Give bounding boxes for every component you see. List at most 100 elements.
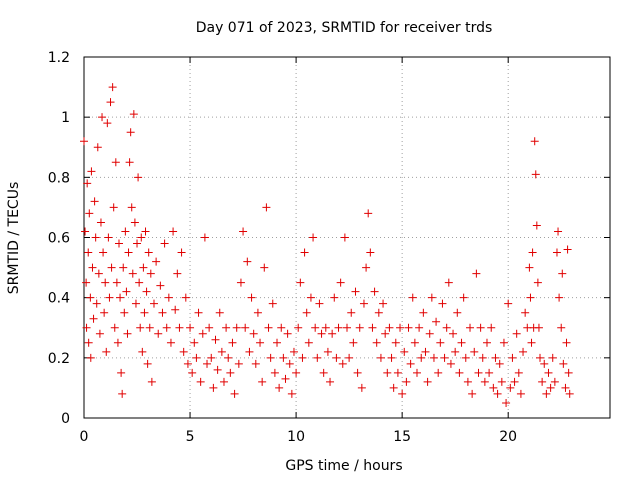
data-point [421,347,430,356]
data-point [81,227,90,236]
data-point [145,323,154,332]
data-point [98,113,107,122]
data-point [88,263,97,272]
data-point [131,299,140,308]
data-point [226,368,235,377]
data-point [80,137,88,146]
data-point [121,227,130,236]
data-point [368,323,377,332]
points-layer [80,83,574,407]
data-point [355,323,364,332]
data-point [504,299,513,308]
data-point [136,323,145,332]
data-point [111,158,120,167]
data-point [198,329,207,338]
data-point [345,353,354,362]
data-point [124,248,133,257]
data-point [389,383,398,392]
data-point [84,338,93,347]
data-point [137,233,146,242]
data-point [190,338,199,347]
data-point [530,137,539,146]
data-point [251,359,260,368]
data-point [186,323,195,332]
data-point [379,299,388,308]
data-point [294,323,303,332]
data-point [482,338,491,347]
data-point [387,353,396,362]
data-point [283,329,292,338]
data-point [164,293,173,302]
y-tick-label: 0.6 [48,231,70,247]
data-point [258,377,267,386]
data-point [275,383,284,392]
data-point [313,353,322,362]
data-point [493,389,502,398]
data-point [141,227,150,236]
data-point [330,293,339,302]
data-point [440,353,449,362]
data-point [457,338,466,347]
data-point [296,278,305,287]
data-point [113,338,122,347]
x-tick-label: 5 [186,429,195,445]
data-point [154,329,163,338]
x-tick-label: 20 [499,429,517,445]
data-point [143,359,152,368]
data-point [116,293,125,302]
data-point [544,368,553,377]
data-point [396,323,405,332]
data-point [557,323,566,332]
data-point [83,179,92,188]
data-point [200,233,209,242]
data-point [236,278,245,287]
data-point [285,359,294,368]
data-point [359,299,368,308]
data-point [417,353,426,362]
y-tick-label: 0.4 [48,291,70,307]
data-point [512,329,521,338]
data-point [224,353,233,362]
data-point [144,248,153,257]
data-point [559,359,568,368]
data-point [531,170,540,179]
data-point [552,248,561,257]
data-point [385,323,394,332]
data-point [87,167,96,176]
data-point [423,377,432,386]
data-point [508,353,517,362]
data-point [256,338,265,347]
data-point [166,338,175,347]
data-point [266,353,275,362]
data-point [125,158,134,167]
data-point [232,323,241,332]
data-point [349,338,358,347]
data-point [406,359,415,368]
data-point [370,287,379,296]
data-point [175,323,184,332]
data-point [351,287,360,296]
data-point [561,383,570,392]
tick-layer: 0 0.2 0.4 0.6 0.8 1 1.2 0 5 10 15 20 [48,50,610,445]
data-point [129,110,138,119]
data-point [453,308,462,317]
data-point [243,257,252,266]
data-point [92,299,101,308]
data-point [90,197,99,206]
data-point [461,353,470,362]
data-point [110,323,119,332]
data-point [219,377,228,386]
data-point [99,248,108,257]
data-point [480,377,489,386]
y-tick-label: 0.2 [48,351,70,367]
data-point [304,338,313,347]
data-point [489,383,498,392]
data-point [506,383,515,392]
data-point [158,308,167,317]
data-point [516,389,525,398]
data-point [306,293,315,302]
data-point [564,368,573,377]
data-point [127,203,136,212]
data-point [446,359,455,368]
data-point [270,368,279,377]
